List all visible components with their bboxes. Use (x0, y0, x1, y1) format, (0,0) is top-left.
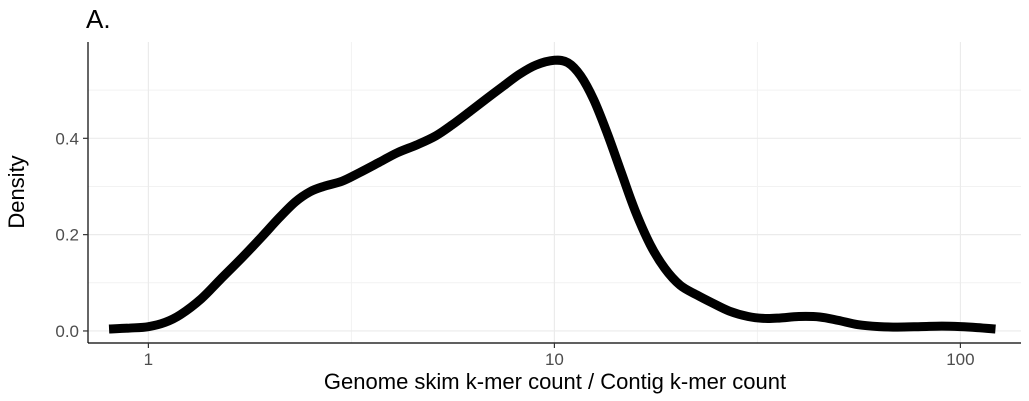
x-tick-label-1: 10 (545, 350, 564, 369)
density-line-0 (108, 55, 996, 334)
tick-marks: 1 10 100 0.0 0.2 0.4 (55, 129, 974, 369)
density-series (108, 55, 996, 334)
x-tick-label-0: 1 (144, 350, 153, 369)
y-tick-label-1: 0.2 (55, 226, 79, 245)
x-tick-label-2: 100 (946, 350, 974, 369)
y-axis-title: Density (4, 155, 29, 228)
grid-lines (88, 42, 1021, 343)
x-axis-title: Genome skim k-mer count / Contig k-mer c… (324, 369, 786, 394)
y-tick-label-2: 0.4 (55, 129, 79, 148)
panel-label: A. (86, 4, 111, 34)
y-tick-label-0: 0.0 (55, 322, 79, 341)
